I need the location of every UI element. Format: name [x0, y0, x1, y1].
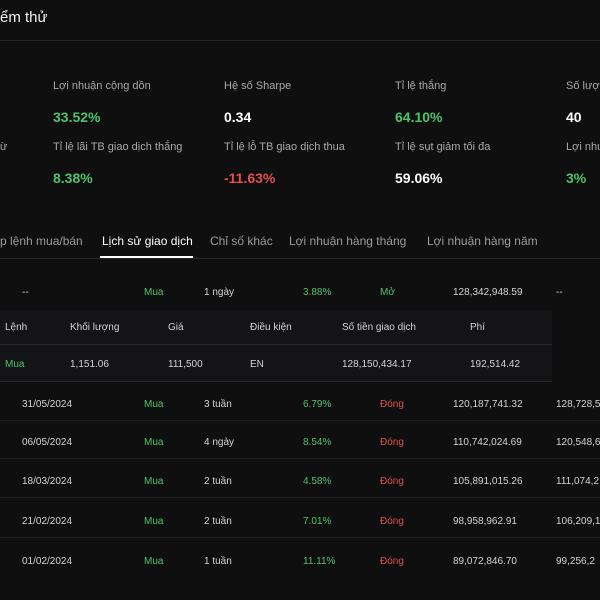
- sub-header-condition: Điều kiện: [250, 322, 292, 333]
- sub-cell-volume: 1,151.06: [70, 359, 109, 370]
- trade-extra: 106,209,1: [556, 516, 600, 527]
- row-divider: [0, 537, 600, 538]
- stat-value-max-drawdown: 59.06%: [395, 170, 443, 186]
- trade-amount: 89,072,846.70: [453, 556, 517, 567]
- stat-label-trade-count: Số lượn: [566, 80, 600, 92]
- tab-monthly-profit[interactable]: Lợi nhuận hàng tháng: [289, 234, 407, 248]
- sub-cell-fee: 192,514.42: [470, 359, 521, 370]
- trade-duration: 4 ngày: [204, 437, 235, 448]
- trade-status: Đóng: [380, 476, 404, 487]
- stat-value-win-rate: 64.10%: [395, 109, 443, 125]
- trade-status: Đóng: [380, 516, 404, 527]
- page-title: ểm thử: [0, 9, 48, 26]
- trade-duration: 3 tuần: [204, 399, 232, 410]
- row-divider: [0, 458, 600, 459]
- stat-label-avg-loss: Tỉ lệ lỗ TB giao dịch thua: [224, 141, 345, 153]
- trade-pct: 4.58%: [303, 476, 332, 487]
- tab-orders[interactable]: p lệnh mua/bán: [0, 234, 83, 248]
- trade-date: --: [22, 287, 29, 298]
- trade-amount: 128,342,948.59: [453, 287, 523, 298]
- trade-date: 21/02/2024: [22, 516, 73, 527]
- trade-side: Mua: [144, 437, 164, 448]
- trade-pct: 11.11%: [303, 556, 336, 567]
- trade-side: Mua: [144, 556, 164, 567]
- tab-yearly-profit[interactable]: Lợi nhuận hàng năm: [427, 234, 538, 248]
- sub-cell-amount: 128,150,434.17: [342, 359, 412, 370]
- stat-value-profit-cut: 3%: [566, 170, 587, 186]
- sub-header-price: Giá: [168, 322, 184, 333]
- trade-date: 18/03/2024: [22, 476, 73, 487]
- stat-label-win-rate: Tỉ lệ thắng: [395, 80, 447, 92]
- trade-side: Mua: [144, 399, 164, 410]
- trade-pct: 3.88%: [303, 287, 332, 298]
- trade-amount: 98,958,962.91: [453, 516, 517, 527]
- tab-other-metrics[interactable]: Chỉ số khác: [210, 234, 273, 248]
- trade-date: 06/05/2024: [22, 437, 73, 448]
- order-detail-panel: [0, 310, 552, 382]
- trade-status: Đóng: [380, 437, 404, 448]
- stat-value-trade-count: 40: [566, 109, 582, 125]
- trade-amount: 110,742,024.69: [453, 437, 522, 448]
- trade-duration: 1 tuần: [204, 556, 232, 567]
- trade-date: 01/02/2024: [22, 556, 73, 567]
- trade-pct: 8.54%: [303, 437, 332, 448]
- row-divider: [0, 497, 600, 498]
- stat-label-sharpe: Hệ số Sharpe: [224, 80, 292, 92]
- sub-header-order: Lệnh: [5, 322, 28, 333]
- stat-value-sharpe: 0.34: [224, 109, 252, 125]
- trade-side: Mua: [144, 516, 164, 527]
- sub-header-volume: Khối lượng: [70, 322, 120, 333]
- trade-extra: 120,548,6: [556, 437, 600, 448]
- trade-duration: 2 tuần: [204, 516, 232, 527]
- sub-header-amount: Số tiền giao dịch: [342, 322, 416, 333]
- stat-label-cut: ừ: [0, 141, 8, 153]
- trade-extra: 99,256,2: [556, 556, 595, 567]
- trade-status: Đóng: [380, 399, 404, 410]
- sub-cell-condition: EN: [250, 359, 264, 370]
- active-tab-indicator: [100, 256, 193, 258]
- sub-table-divider: [0, 344, 552, 345]
- sub-header-fee: Phí: [470, 322, 486, 333]
- trade-amount: 105,891,015.26: [453, 476, 523, 487]
- sub-cell-price: 111,500: [168, 359, 203, 370]
- trade-status: Mở: [380, 287, 395, 298]
- trade-pct: 6.79%: [303, 399, 332, 410]
- stat-label-profit-cut: Lợi nhu: [566, 141, 600, 153]
- trade-amount: 120,187,741.32: [453, 399, 523, 410]
- stat-value-avg-loss: -11.63%: [224, 170, 276, 186]
- stat-value-cumulative-profit: 33.52%: [53, 109, 101, 125]
- trade-pct: 7.01%: [303, 516, 332, 527]
- trade-date: 31/05/2024: [22, 399, 73, 410]
- trade-duration: 2 tuần: [204, 476, 232, 487]
- trade-extra: --: [556, 287, 563, 298]
- trade-duration: 1 ngày: [204, 287, 235, 298]
- stat-label-max-drawdown: Tỉ lệ sụt giảm tối đa: [395, 141, 491, 153]
- header-divider: [0, 40, 600, 41]
- row-divider: [0, 420, 600, 421]
- tabs-divider: [0, 258, 600, 259]
- trade-side: Mua: [144, 476, 164, 487]
- trade-extra: 128,728,5: [556, 399, 600, 410]
- trade-side: Mua: [144, 287, 164, 298]
- trade-extra: 111,074,2: [556, 476, 600, 487]
- sub-cell-order: Mua: [5, 359, 25, 370]
- stat-label-cumulative-profit: Lợi nhuận cộng dồn: [53, 80, 151, 92]
- trade-status: Đóng: [380, 556, 404, 567]
- tab-trade-history[interactable]: Lịch sử giao dịch: [102, 234, 193, 248]
- stat-value-avg-win: 8.38%: [53, 170, 93, 186]
- stat-label-avg-win: Tỉ lệ lãi TB giao dịch thắng: [53, 141, 183, 153]
